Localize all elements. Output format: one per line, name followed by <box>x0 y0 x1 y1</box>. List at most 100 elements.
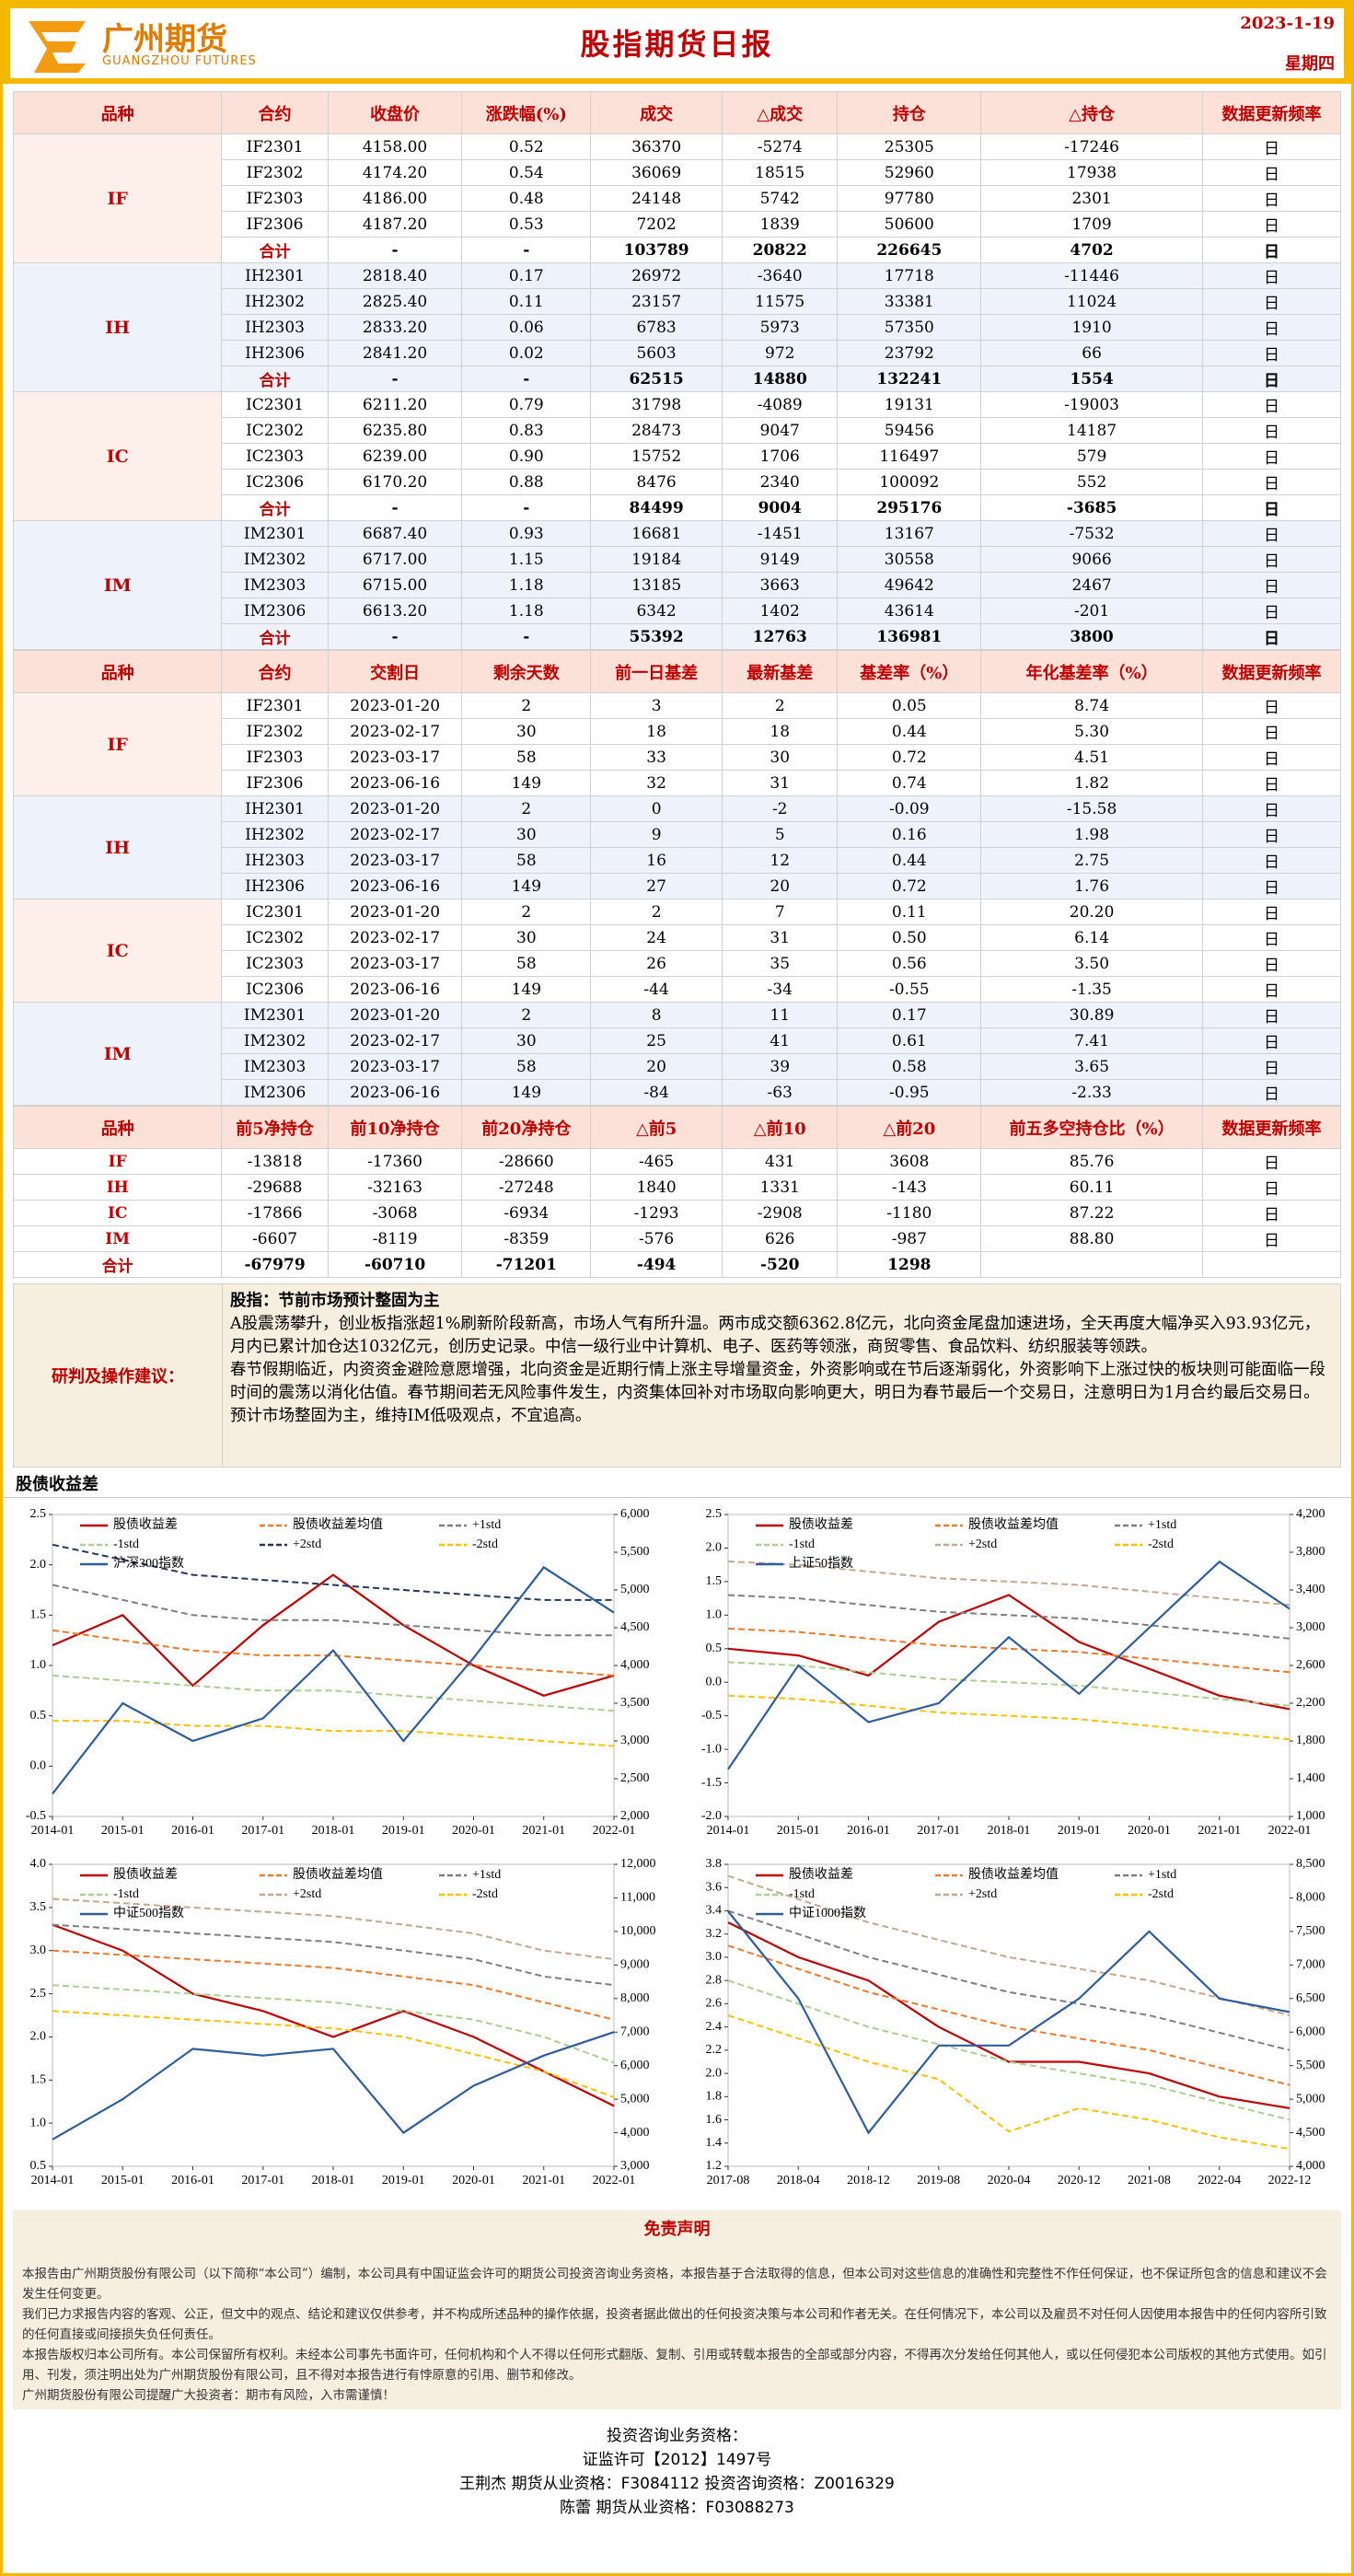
cell: 431 <box>721 1148 839 1175</box>
position-table: 品种 前5净持仓 前10净持仓 前20净持仓 △前5 △前10 △前20 前五多空持仓比（%）… <box>12 1106 1341 1278</box>
series-line <box>52 1897 615 1961</box>
cell: 4187.20 <box>327 211 463 238</box>
y-tick-label: 1.8 <box>706 2090 723 2104</box>
y-tick-label: 2.2 <box>706 2043 723 2057</box>
cell: 1709 <box>980 211 1203 238</box>
cell: 35 <box>721 950 839 977</box>
header-cell: △成交 <box>721 91 839 134</box>
group-cell: IC <box>12 899 223 1003</box>
legend-label: 中证500指数 <box>113 1906 184 1920</box>
data-row: IF -13818 -17360 -28660 -465 431 3608 85.76 日 <box>12 1148 1341 1175</box>
series-line <box>52 1720 615 1747</box>
y-tick-label: 1.6 <box>706 2113 723 2127</box>
cell: -4089 <box>721 391 839 418</box>
disclaimer-paragraph: 我们已力求报告内容的客观、公正，但文中的观点、结论和建议仅供参考，并不构成所述品… <box>22 2307 1327 2342</box>
y-tick-label: 2.8 <box>706 1973 723 1987</box>
cell: 31 <box>721 770 839 796</box>
y2-tick-label: 6,000 <box>620 2059 650 2072</box>
cell: 日 <box>1202 211 1341 238</box>
cell: 日 <box>1202 366 1341 392</box>
cell: 1706 <box>721 443 839 470</box>
y-tick-label: -0.5 <box>26 1809 46 1823</box>
header-cell: 最新基差 <box>721 650 839 693</box>
cell: IM <box>12 1225 223 1252</box>
cell: 6235.80 <box>327 417 463 444</box>
cell: -84 <box>590 1079 723 1106</box>
cell: 88.80 <box>980 1225 1203 1252</box>
cell: 1402 <box>721 598 839 624</box>
cell: 20.20 <box>980 899 1203 925</box>
header-cell: 数据更新频率 <box>1202 91 1341 134</box>
cell: 23792 <box>837 340 982 366</box>
header-cell: 前一日基差 <box>590 650 723 693</box>
data-row: IF2306 2023-06-16 149 32 31 0.74 1.82 日 <box>14 770 1341 796</box>
x-tick-label: 2017-08 <box>707 2174 750 2187</box>
cell: 32 <box>590 770 723 796</box>
cell: 55392 <box>590 623 723 650</box>
cell: -143 <box>837 1174 982 1201</box>
cell: 合计 <box>221 494 329 521</box>
y2-tick-label: 6,000 <box>1296 2025 1325 2038</box>
cell: 2023-01-20 <box>327 795 463 822</box>
y2-tick-label: 8,500 <box>1296 1857 1325 1871</box>
cell: 4158.00 <box>327 133 463 160</box>
cell: 3.50 <box>980 950 1203 977</box>
y-tick-label: 0.5 <box>30 1709 47 1723</box>
cell: 0.06 <box>461 314 592 341</box>
x-tick-label: 2015-01 <box>101 1824 145 1838</box>
y-tick-label: 1.2 <box>706 2159 723 2173</box>
cell: -1180 <box>837 1200 982 1226</box>
header-cell: △前10 <box>721 1106 839 1149</box>
x-tick-label: 2022-04 <box>1198 2174 1241 2187</box>
cell: 2023-06-16 <box>327 873 463 899</box>
cell: 0.17 <box>461 262 592 289</box>
cell: 0.44 <box>837 718 982 745</box>
cell: 5.30 <box>980 718 1203 745</box>
y2-tick-label: 3,000 <box>620 2159 650 2173</box>
cell: 6715.00 <box>327 572 463 598</box>
data-row: IF IF2301 2023-01-20 2 3 2 0.05 8.74 日 <box>12 692 1341 796</box>
cell: IC2302 <box>221 924 329 951</box>
cell: 13185 <box>590 572 723 598</box>
cell: 5742 <box>721 185 839 212</box>
cell: 1910 <box>980 314 1203 341</box>
cell: 0.02 <box>461 340 592 366</box>
footer: 投资咨询业务资格： 证监许可【2012】1497号 王荆杰 期货从业资格：F30… <box>3 2424 1351 2520</box>
y-tick-label: 0.0 <box>706 1675 723 1688</box>
cell: 6239.00 <box>327 443 463 470</box>
y-tick-label: 1.5 <box>30 2073 47 2087</box>
x-tick-label: 2016-01 <box>171 1824 214 1838</box>
header-cell: △前20 <box>837 1106 982 1149</box>
series-line <box>727 1594 1290 1640</box>
y2-tick-label: 7,000 <box>620 2025 650 2038</box>
y-tick-label: 0.0 <box>30 1759 47 1773</box>
cell: IM2303 <box>221 1053 329 1080</box>
cell: 2023-01-20 <box>327 1002 463 1028</box>
legend-label: -1std <box>113 1887 139 1901</box>
y2-tick-label: 3,000 <box>1296 1620 1325 1634</box>
cell: -494 <box>590 1251 723 1278</box>
chart: 1.2 1.4 1.6 1.8 2.0 2.2 2.4 2.6 2.8 3.0 3.2 3.4 3.6 3… <box>706 1857 1325 2187</box>
y-tick-label: -1.0 <box>701 1742 722 1756</box>
y-tick-label: 1.5 <box>706 1574 723 1588</box>
cell: - <box>327 494 463 521</box>
cell: 5603 <box>590 340 723 366</box>
data-row: IC2306 2023-06-16 149 -44 -34 -0.55 -1.35 日 <box>14 976 1341 1003</box>
cell: IM2303 <box>221 572 329 598</box>
cell: - <box>461 494 592 521</box>
cell: 日 <box>1202 237 1341 263</box>
cell: 36069 <box>590 159 723 186</box>
cell: 85.76 <box>980 1148 1203 1175</box>
cell: 103789 <box>590 237 723 263</box>
y2-tick-label: 3,500 <box>620 1696 650 1710</box>
legend-label: +1std <box>1148 1868 1176 1882</box>
legend-label: +2std <box>968 1887 997 1901</box>
y-tick-label: 2.5 <box>30 1987 47 2001</box>
y-tick-label: 3.0 <box>706 1950 723 1964</box>
series-line <box>727 1594 1290 1711</box>
cell: 295176 <box>837 494 982 521</box>
cell: 日 <box>1202 1174 1341 1201</box>
y2-tick-label: 1,800 <box>1296 1734 1325 1747</box>
legend-label: -2std <box>472 1537 498 1551</box>
cell: -32163 <box>327 1174 463 1201</box>
